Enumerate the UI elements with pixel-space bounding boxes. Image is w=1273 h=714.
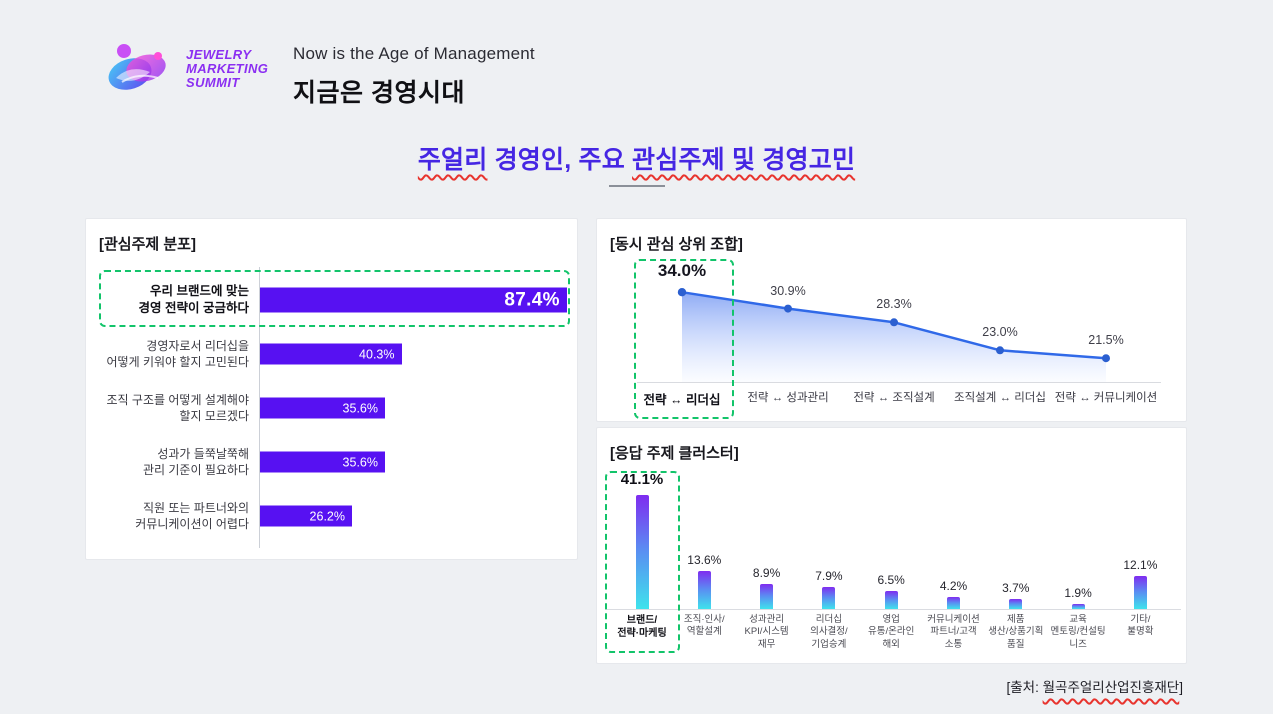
cluster-bar [760, 584, 774, 609]
cluster-category-label: 교육 멘토링/컨설팅 니즈 [1050, 614, 1106, 650]
cluster-value-label: 41.1% [620, 471, 664, 489]
combo-category-label: 전략 ↔ 리더십 [643, 393, 721, 407]
bar-value-label: 40.3% [359, 347, 395, 361]
combo-panel: [동시 관심 상위 조합] 34.0% 30.9% [596, 218, 1187, 422]
source-suffix: ] [1179, 680, 1183, 695]
bar: 35.6% [260, 397, 385, 419]
cluster-bar [1071, 603, 1085, 609]
cluster-bar-chart: 41.1% 13.6% 8.9% 7.9% 6.5% 4.2% 3.7% 1.9… [605, 458, 1181, 658]
cluster-bar [884, 591, 898, 609]
cluster-value-label: 3.7% [1002, 580, 1030, 595]
combo-point [677, 288, 687, 297]
combo-line-chart: 34.0% 30.9% 28.3% 23.0% 21.5% 전략 ↔ 리더십 전… [609, 259, 1175, 423]
combo-baseline [637, 382, 1161, 383]
logo-swirl-icon [108, 44, 166, 90]
point-value-label: 34.0% [657, 261, 707, 281]
combo-panel-title: [동시 관심 상위 조합] [610, 236, 743, 253]
combo-area [682, 292, 1106, 382]
interest-distribution-panel: [관심주제 분포] 우리 브랜드에 맞는 경영 전략이 궁금하다 87.4% 경… [85, 218, 578, 560]
header-title-en: Now is the Age of Management [293, 44, 535, 63]
cluster-category-label: 커뮤니케이션 파트너/고객 소통 [927, 614, 980, 650]
combo-point [890, 318, 898, 327]
bar: 87.4% [260, 287, 567, 313]
page-title: 주얼리 경영인, 주요 관심주제 및 경영고민 [0, 140, 1273, 176]
bar: 40.3% [260, 343, 402, 365]
cluster-baseline [605, 609, 1181, 610]
cluster-value-label: 12.1% [1123, 557, 1158, 572]
bar-row: 성과가 들쭉날쭉해 관리 기준이 필요하다 35.6% [99, 435, 572, 489]
point-value-label: 23.0% [982, 325, 1018, 340]
combo-category-label: 조직설계 ↔ 리더십 [954, 392, 1046, 404]
bar-value-label: 26.2% [309, 509, 345, 523]
interest-panel-title: [관심주제 분포] [99, 236, 196, 253]
source-prefix: [출처: [1006, 680, 1043, 695]
cluster-category-label: 브랜드/ 전략·마케팅 [617, 615, 667, 639]
cluster-value-label: 13.6% [687, 553, 722, 568]
combo-line-svg [677, 288, 1110, 382]
logo: JEWELRY MARKETING SUMMIT [106, 38, 268, 100]
bar-category-label: 우리 브랜드에 맞는 경영 전략이 궁금하다 [138, 284, 249, 315]
bar-value-label: 35.6% [342, 455, 378, 469]
bar-row: 조직 구조를 어떻게 설계해야 할지 모르겠다 35.6% [99, 381, 572, 435]
cluster-value-label: 4.2% [939, 579, 968, 594]
title-divider [609, 185, 665, 187]
bar-row: 경영자로서 리더십을 어떻게 키워야 할지 고민된다 40.3% [99, 327, 572, 381]
header-title-ko: 지금은 경영시대 [293, 79, 465, 107]
cluster-panel-title: [응답 주제 클러스터] [610, 445, 739, 462]
bar-value-label: 35.6% [342, 401, 378, 415]
bar: 26.2% [260, 505, 352, 527]
combo-point [996, 346, 1004, 355]
cluster-category-label: 기타/ 불명확 [1127, 614, 1154, 638]
cluster-value-label: 8.9% [752, 566, 781, 581]
cluster-panel: [응답 주제 클러스터] 41.1% 13.6% 8.9% 7.9% 6.5% … [596, 427, 1187, 664]
combo-point [1102, 354, 1110, 363]
cluster-bar [1133, 575, 1147, 609]
logo-line-2: MARKETING [186, 60, 269, 76]
combo-category-label: 전략 ↔ 조직설계 [853, 392, 935, 404]
point-value-label: 28.3% [876, 297, 912, 312]
combo-category-label: 전략 ↔ 성과관리 [747, 392, 829, 404]
cluster-category-label: 조직·인사/ 역할설계 [683, 614, 725, 638]
cluster-bar [822, 587, 836, 609]
combo-point [784, 304, 792, 313]
cluster-value-label: 6.5% [877, 573, 905, 587]
page-title-seg3: 관심주제 및 경영고민 [632, 146, 856, 174]
cluster-category-label: 영업 유통/온라인 해외 [868, 614, 915, 650]
bar-category-label: 경영자로서 리더십을 어떻게 키워야 할지 고민된다 [106, 338, 249, 369]
bar-row: 직원 또는 파트너와의 커뮤니케이션이 어렵다 26.2% [99, 489, 572, 543]
bar-category-label: 조직 구조를 어떻게 설계해야 할지 모르겠다 [106, 392, 249, 423]
cluster-bar [635, 495, 649, 609]
cluster-bar [1009, 598, 1023, 609]
bar-category-label: 성과가 들쭉날쭉해 관리 기준이 필요하다 [142, 446, 249, 477]
source-note: [출처: 월곡주얼리산업진흥재단] [1007, 676, 1183, 696]
interest-bar-chart: 우리 브랜드에 맞는 경영 전략이 궁금하다 87.4% 경영자로서 리더십을 … [99, 267, 572, 551]
cluster-category-label: 제품 생산/상품기획 품질 [988, 614, 1044, 650]
bar-row: 우리 브랜드에 맞는 경영 전략이 궁금하다 87.4% [99, 273, 572, 327]
logo-line-3: SUMMIT [186, 75, 240, 91]
page-title-seg2: 경영인, 주요 [487, 146, 633, 174]
source-name: 월곡주얼리산업진흥재단 [1042, 680, 1180, 695]
point-value-label: 30.9% [770, 283, 806, 298]
interest-axis-line [259, 267, 260, 548]
bar-value-label: 87.4% [504, 289, 560, 310]
page-title-seg1: 주얼리 [417, 146, 488, 174]
header-titles: Now is the Age of Management 지금은 경영시대 [293, 44, 535, 109]
bar: 35.6% [260, 451, 385, 473]
logo-text: JEWELRY MARKETING SUMMIT [186, 46, 269, 91]
logo-line-1: JEWELRY [186, 46, 252, 62]
cluster-category-label: 성과관리 KPI/시스템 재무 [744, 614, 789, 650]
point-value-label: 21.5% [1088, 333, 1124, 348]
cluster-bar [947, 597, 960, 609]
bar-category-label: 직원 또는 파트너와의 커뮤니케이션이 어렵다 [135, 500, 249, 531]
cluster-category-label: 리더십 의사결정/ 기업승계 [810, 614, 848, 650]
cluster-value-label: 7.9% [815, 569, 843, 584]
cluster-bar [697, 571, 711, 609]
cluster-value-label: 1.9% [1064, 585, 1092, 600]
combo-category-label: 전략 ↔ 커뮤니케이션 [1054, 392, 1158, 404]
